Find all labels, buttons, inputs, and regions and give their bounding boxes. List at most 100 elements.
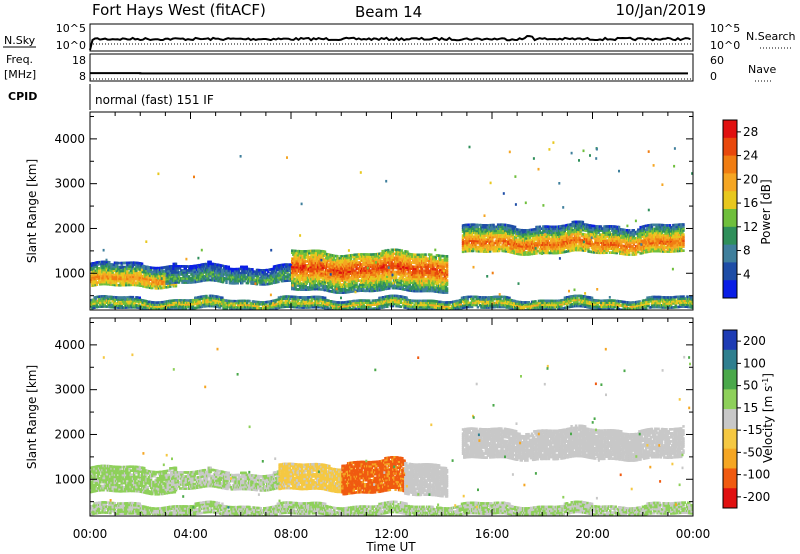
power-cell <box>339 291 342 294</box>
power-cell <box>375 256 379 260</box>
power-cell <box>593 230 596 234</box>
power-cell <box>594 227 597 230</box>
power-cell <box>355 279 358 283</box>
power-cell <box>329 255 332 259</box>
power-cell <box>349 256 353 259</box>
power-cell <box>129 283 132 287</box>
power-cell <box>414 281 417 285</box>
power-cell <box>405 260 408 263</box>
power-cell <box>391 264 394 268</box>
power-cell <box>430 267 433 271</box>
power-cell <box>200 273 203 277</box>
power-cell <box>350 280 354 283</box>
power-cell <box>435 280 439 283</box>
power-cell <box>312 277 315 281</box>
freq-label: Freq. <box>6 53 33 66</box>
power-cell <box>561 232 564 236</box>
power-cell <box>381 270 384 273</box>
power-cell <box>430 279 433 283</box>
power-cell <box>402 288 406 291</box>
power-cell <box>355 281 358 285</box>
power-cell <box>195 266 199 269</box>
power-cell <box>571 247 574 250</box>
power-cell <box>481 234 484 237</box>
power-cell <box>445 257 449 260</box>
power-cell <box>306 258 310 261</box>
power-cell <box>163 284 166 287</box>
power-cell <box>428 257 432 260</box>
power-cell <box>421 271 424 275</box>
power-cell <box>113 263 117 267</box>
power-cell <box>231 273 234 277</box>
power-cell <box>401 275 405 279</box>
power-cell <box>388 268 391 272</box>
power-cell <box>496 241 500 245</box>
power-cell <box>174 277 177 280</box>
power-cell <box>507 238 510 241</box>
power-cell <box>384 249 388 252</box>
power-cell <box>232 278 235 281</box>
power-cell <box>402 284 406 287</box>
power-cell <box>149 270 153 273</box>
power-cell <box>95 269 99 272</box>
power-cell <box>473 229 476 233</box>
power-cell <box>556 247 560 251</box>
power-cell <box>327 269 330 272</box>
power-cell <box>581 220 585 224</box>
power-cell <box>469 235 473 239</box>
power-cell <box>427 261 431 264</box>
power-cell <box>318 288 321 291</box>
power-cell <box>440 262 443 266</box>
power-cell <box>355 285 358 289</box>
power-cell <box>373 269 376 272</box>
power-cell <box>398 259 401 262</box>
power-cell <box>567 237 570 241</box>
power-cell <box>522 247 526 250</box>
power-cell <box>251 280 254 283</box>
power-cell <box>320 272 323 275</box>
power-cell <box>479 225 483 229</box>
power-cell <box>536 245 539 249</box>
power-cell <box>427 259 431 262</box>
power-cell <box>381 272 384 275</box>
power-cell <box>441 281 444 284</box>
power-cell <box>434 258 437 261</box>
power-cell <box>544 243 547 247</box>
power-cell <box>513 247 517 251</box>
power-cell <box>350 288 354 291</box>
power-cell <box>286 271 289 274</box>
power-cell <box>501 229 504 233</box>
power-cell <box>361 281 364 284</box>
power-cell <box>151 286 154 290</box>
power-cell <box>425 273 428 277</box>
power-cell <box>92 262 95 265</box>
power-cell <box>461 248 465 251</box>
power-cell <box>323 288 327 292</box>
power-cell <box>355 261 358 264</box>
power-cell <box>489 250 492 253</box>
power-cell <box>424 255 427 258</box>
power-cell <box>496 223 500 226</box>
power-cell <box>214 263 217 266</box>
power-cell <box>386 257 389 260</box>
power-cell <box>381 274 384 277</box>
power-cell <box>121 269 125 273</box>
power-cell <box>322 270 326 273</box>
power-cell <box>569 245 572 248</box>
power-cell <box>174 282 178 286</box>
power-cell <box>367 259 371 262</box>
power-cell <box>303 266 306 269</box>
power-cell <box>511 233 514 236</box>
power-cell <box>117 261 120 265</box>
power-cell <box>350 286 354 289</box>
power-cell <box>237 271 241 275</box>
power-cell <box>139 264 143 267</box>
power-cell <box>562 248 565 252</box>
power-cell <box>428 289 432 293</box>
power-cell <box>548 225 552 229</box>
power-cell <box>439 258 442 262</box>
power-cell <box>355 259 358 262</box>
power-cell <box>111 283 114 287</box>
power-cell <box>345 260 348 264</box>
power-cell <box>584 225 587 228</box>
